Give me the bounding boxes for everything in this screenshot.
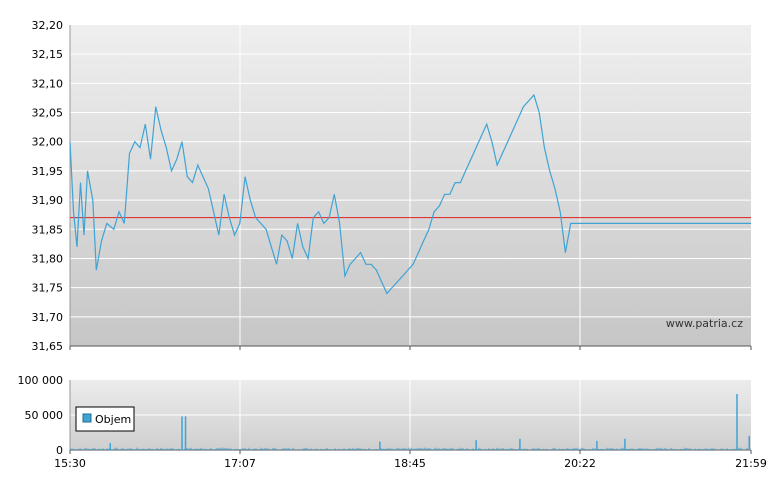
- price-y-tick-label: 31,85: [32, 223, 64, 236]
- volume-bars: [70, 394, 750, 450]
- x-tick-label: 17:07: [224, 457, 256, 470]
- price-y-tick-label: 32,05: [32, 107, 64, 120]
- price-series-line: [69, 93, 751, 295]
- price-y-tick-label: 32,15: [32, 48, 64, 61]
- price-y-tick-label: 32,20: [32, 19, 64, 32]
- legend-label: Objem: [95, 413, 131, 426]
- x-tick-label: 18:45: [394, 457, 426, 470]
- price-y-tick-label: 31,65: [32, 340, 64, 353]
- legend-swatch: [82, 413, 92, 423]
- volume-y-ticks: 100 000 50 000 0: [18, 374, 64, 457]
- volume-y-tick-label: 50 000: [25, 409, 64, 422]
- volume-y-tick-label: 0: [56, 444, 63, 457]
- price-y-tick-label: 32,10: [32, 77, 64, 90]
- price-y-tick-label: 31,70: [32, 311, 64, 324]
- price-y-ticks: 32,20 32,15 32,10 32,05 32,00 31,95 31,90 31,85…: [32, 19, 64, 353]
- volume-x-ticks: 15:30 17:07 18:45 20:22 21:59: [54, 450, 767, 470]
- price-y-tick-label: 31,90: [32, 194, 64, 207]
- x-tick-label: 15:30: [54, 457, 86, 470]
- price-y-tick-label: 32,00: [32, 136, 64, 149]
- price-y-tick-label: 31,95: [32, 165, 64, 178]
- watermark: www.patria.cz: [666, 317, 743, 330]
- volume-y-tick-label: 100 000: [18, 374, 64, 387]
- price-y-tick-label: 31,80: [32, 252, 64, 265]
- price-x-ticks: [69, 346, 752, 350]
- price-y-tick-label: 31,75: [32, 282, 64, 295]
- volume-legend: Objem: [75, 406, 135, 432]
- x-tick-label: 21:59: [735, 457, 767, 470]
- x-tick-label: 20:22: [564, 457, 596, 470]
